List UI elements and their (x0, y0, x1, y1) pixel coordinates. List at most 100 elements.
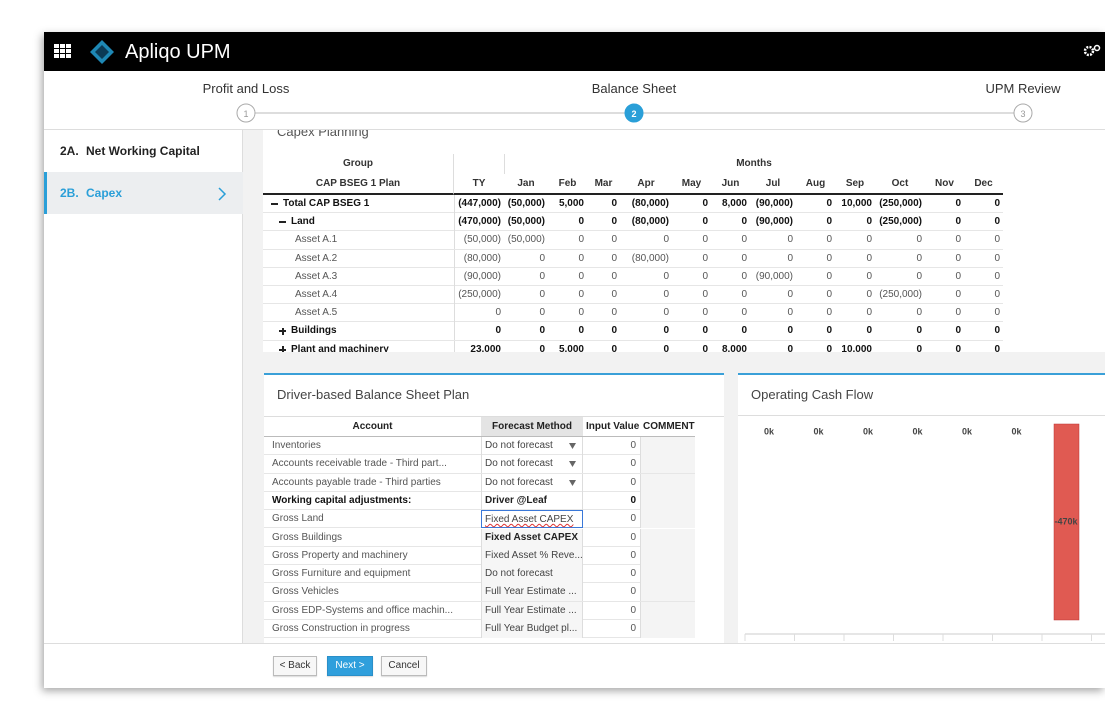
bar (1053, 423, 1080, 621)
method-text: Fixed Asset CAPEX (485, 531, 578, 543)
capex-cell: 0 (663, 234, 669, 246)
step-track: 1 2 3 (236, 103, 1033, 123)
capex-cell: 0 (866, 325, 872, 337)
capex-cell: 0 (866, 289, 872, 300)
capex-cell: 0 (741, 289, 747, 300)
method-cell[interactable]: Fixed Asset CAPEX (481, 510, 583, 529)
nav-item[interactable]: 2B. Capex (44, 172, 243, 214)
chart: 0k 0k 0k 0k 0k 0k -470k (744, 423, 1105, 641)
capex-cell: (80,000) (463, 252, 501, 264)
method-cell[interactable]: Do not forecast (481, 473, 583, 492)
capex-cell: (90,000) (755, 270, 793, 282)
capex-cell: 0 (741, 234, 747, 246)
value-cell: 0 (630, 458, 636, 470)
menu-icon[interactable] (54, 44, 71, 58)
capex-row: Total CAP BSEG 1 (447,000) (50,000) 5,000 0 (… (263, 195, 1003, 214)
comment-cell (640, 437, 695, 455)
capex-cell: 0 (787, 307, 793, 319)
row-label: Buildings (291, 325, 337, 337)
column-header: Mar (587, 174, 620, 195)
account-cell: Inventories (272, 440, 321, 451)
capex-cell: 0 (866, 307, 872, 319)
capex-cell: 0 (994, 343, 1000, 352)
settings-icon[interactable] (1083, 44, 1105, 58)
button[interactable]: Next > (327, 656, 373, 676)
capex-row: Asset A.2 (80,000) 0 0 0 (80,000) 0 0 0 0 0 0 0 0 (263, 249, 1003, 268)
method-cell[interactable]: Do not forecast (481, 455, 583, 474)
method-cell: Fixed Asset % Reve... (481, 546, 583, 565)
nav-label: Capex (86, 186, 123, 200)
value-cell: 0 (630, 604, 636, 616)
column-header: Jul (750, 174, 796, 195)
row-divider (454, 213, 455, 232)
capex-cell: 0 (578, 325, 584, 337)
value-cell: 0 (630, 549, 636, 561)
capex-cell: (50,000) (507, 198, 545, 209)
capex-cell: (80,000) (631, 198, 669, 209)
capex-cell: 0 (826, 343, 832, 352)
capex-cell: 0 (866, 252, 872, 264)
capex-cell: (470,000) (458, 216, 501, 228)
data-label: 0k (1011, 426, 1022, 436)
capex-cell: 0 (916, 252, 922, 264)
button[interactable]: < Back (273, 656, 317, 676)
account-cell: Gross Buildings (272, 531, 343, 543)
account-cell: Accounts payable trade - Third parties (272, 476, 441, 488)
method-text: Fixed Asset % Reve... (485, 549, 583, 561)
column-header: Sep (835, 174, 875, 195)
capex-cell: 0 (702, 270, 708, 282)
capex-cell: 0 (866, 234, 872, 246)
capex-cell: 0 (866, 216, 872, 228)
capex-cell: 0 (955, 307, 961, 319)
capex-cell: 0 (916, 270, 922, 282)
capex-cell: 0 (578, 307, 584, 319)
comment-cell (640, 620, 695, 638)
collapse-icon (271, 203, 278, 205)
account-cell: Accounts receivable trade - Third part..… (272, 458, 447, 470)
row-divider (454, 195, 455, 213)
row-label: Asset A.2 (295, 252, 338, 264)
capex-cell: 0 (611, 198, 617, 209)
driver-row: Gross Property and machinery Fixed Asset … (264, 546, 695, 566)
column-header: Account (264, 417, 481, 437)
step-label: UPM Review (985, 81, 1061, 96)
capex-cell: (90,000) (755, 216, 793, 228)
capex-cell: (50,000) (507, 234, 545, 246)
capex-cell: 0 (702, 198, 708, 209)
column-header: TY (454, 174, 504, 195)
capex-cell: 0 (539, 325, 545, 337)
step-number: 1 (243, 109, 248, 119)
comment-cell (640, 583, 695, 602)
button[interactable]: Cancel (381, 656, 427, 676)
driver-row: Gross EDP-Systems and office machin... Fu… (264, 601, 695, 620)
capex-cell: (90,000) (463, 270, 501, 282)
capex-cell: 0 (539, 252, 545, 264)
row-divider (454, 340, 455, 352)
row-label: Asset A.3 (295, 270, 338, 282)
capex-cell: 0 (741, 325, 747, 337)
capex-cell: 0 (916, 307, 922, 319)
column-header: Apr (620, 174, 672, 195)
comment-cell (640, 473, 695, 492)
months-header: Months (504, 154, 1003, 174)
brand: Apliqo UPM (125, 41, 231, 63)
capex-cell: 0 (495, 325, 501, 337)
value-cell: 0 (630, 623, 636, 634)
capex-cell: 10,000 (841, 198, 872, 209)
capex-cell: 0 (955, 325, 961, 337)
dropdown-arrow (569, 443, 576, 449)
capex-cell: 0 (578, 252, 584, 264)
data-label: 0k (764, 426, 775, 436)
nav-item[interactable]: 2A. Net Working Capital (44, 130, 243, 172)
capex-cell: 0 (994, 198, 1000, 209)
collapse-icon (279, 221, 286, 224)
capex-cell: 0 (702, 307, 708, 319)
method-text: Driver @Leaf (485, 494, 547, 506)
method-cell: Fixed Asset CAPEX (481, 528, 583, 547)
account-cell: Gross Land (272, 513, 324, 525)
capex-cell: (80,000) (631, 252, 669, 264)
capex-cell: 0 (994, 289, 1000, 300)
capex-cell: (90,000) (755, 198, 793, 209)
capex-cell: 10,000 (841, 343, 872, 352)
method-cell[interactable]: Do not forecast (481, 437, 583, 455)
